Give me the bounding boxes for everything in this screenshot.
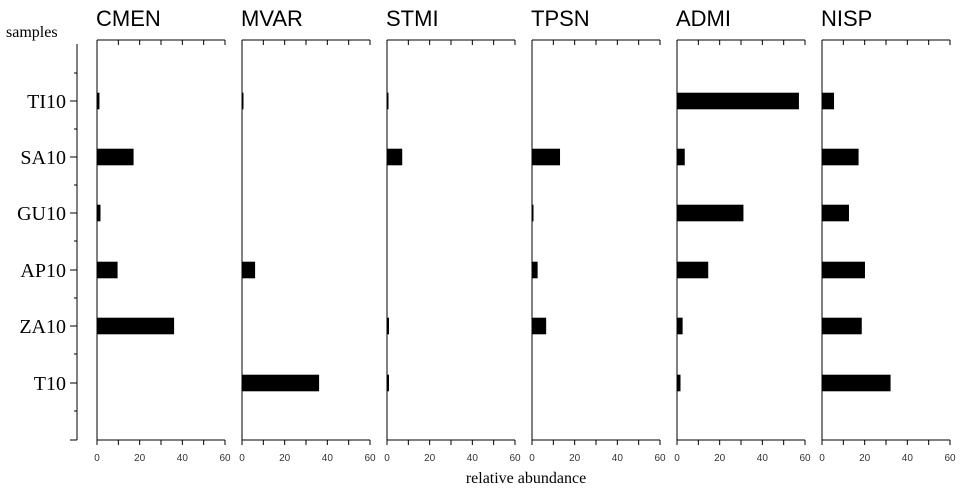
bar-cmen-sa10 [96,148,134,166]
tick-label: 60 [654,453,666,464]
bar-tpsn-za10 [531,317,547,335]
bar-admi-sa10 [676,148,685,166]
tick-label: 20 [134,453,146,464]
bar-nisp-za10 [821,317,862,335]
bar-stmi-ti10 [386,92,389,110]
tick-label: 60 [799,453,811,464]
panel-title: MVAR [241,6,303,31]
tick-label: 20 [279,453,291,464]
tick-label: 20 [714,453,726,464]
bar-mvar-ti10 [241,92,244,110]
tick-label: 60 [364,453,376,464]
panel-title: NISP [821,6,872,31]
bar-nisp-sa10 [821,148,859,166]
bar-nisp-ti10 [821,92,835,110]
panel-title: CMEN [96,6,161,31]
samples-axis-title: samples [6,24,58,41]
x-axis-title: relative abundance [466,470,586,487]
panel-title: TPSN [531,6,590,31]
bar-stmi-za10 [386,317,390,335]
tick-label: 0 [674,453,680,464]
bar-cmen-gu10 [96,204,101,222]
bar-admi-gu10 [676,204,744,222]
bar-admi-t10 [676,374,681,392]
sample-label: AP10 [20,260,66,282]
tick-label: 20 [424,453,436,464]
bar-cmen-ti10 [96,92,100,110]
panel-title: ADMI [676,6,731,31]
sample-label: TI10 [27,91,66,113]
tick-label: 40 [322,453,334,464]
bar-nisp-ap10 [821,261,865,279]
panel-nisp: NISP 0 20 40 60 [819,6,956,464]
bar-admi-ti10 [676,92,799,110]
bar-tpsn-sa10 [531,148,561,166]
tick-label: 60 [219,453,231,464]
sample-label: GU10 [17,203,66,225]
panel-cmen: CMEN 0 20 40 60 [94,6,231,464]
panel-title: STMI [386,6,439,31]
bar-cmen-ap10 [96,261,118,279]
tick-label: 20 [859,453,871,464]
bar-cmen-za10 [96,317,175,335]
tick-label: 40 [902,453,914,464]
bar-mvar-ap10 [241,261,256,279]
tick-label: 0 [239,453,245,464]
tick-label: 60 [509,453,521,464]
sample-label: ZA10 [19,316,66,338]
panel-admi: ADMI 0 20 40 60 [674,6,811,464]
tick-label: 0 [529,453,535,464]
bar-tpsn-gu10 [531,204,534,222]
tick-label: 40 [177,453,189,464]
bar-tpsn-ap10 [531,261,538,279]
bar-admi-ap10 [676,261,709,279]
panel-tpsn: TPSN 0 20 40 60 [529,6,666,464]
tick-label: 0 [819,453,825,464]
tick-label: 0 [94,453,100,464]
panel-mvar: MVAR 0 20 40 60 [239,6,376,464]
bar-nisp-gu10 [821,204,849,222]
sample-axis: TI10 SA10 GU10 AP10 ZA10 T10 [17,44,78,441]
tick-label: 20 [569,453,581,464]
tick-label: 40 [757,453,769,464]
bar-admi-za10 [676,317,683,335]
bar-stmi-t10 [386,374,390,392]
tick-label: 60 [944,453,956,464]
panels: CMEN 0 20 40 60 MVAR 0 20 40 60 STMI 0 20 40 60 TPSN 0 20… [94,6,956,464]
tick-label: 40 [612,453,624,464]
bar-mvar-t10 [241,374,320,392]
sample-label: T10 [34,373,66,395]
sample-label: SA10 [20,147,66,169]
tick-label: 0 [384,453,390,464]
tick-label: 40 [467,453,479,464]
bar-stmi-sa10 [386,148,403,166]
panel-stmi: STMI 0 20 40 60 [384,6,521,464]
bar-nisp-t10 [821,374,891,392]
